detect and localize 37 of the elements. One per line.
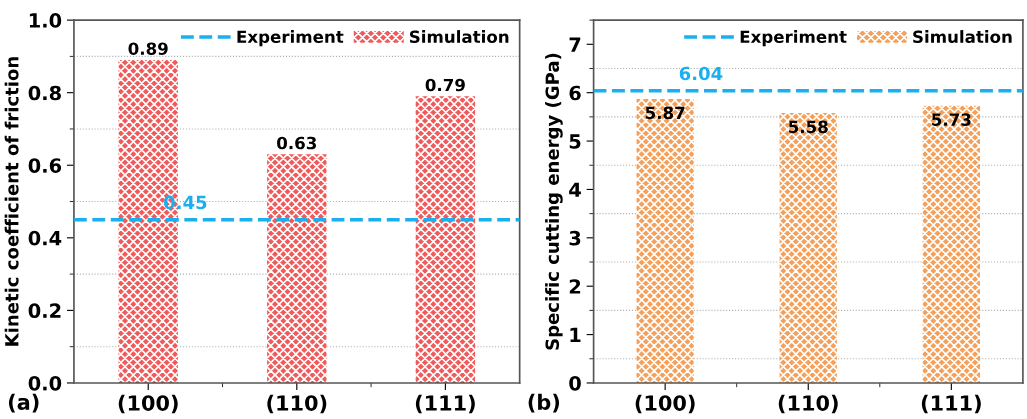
x-tick-label: (100) xyxy=(635,394,695,414)
y-tick-label: 2 xyxy=(569,279,581,294)
data-label: 0.63 xyxy=(277,136,317,150)
legend-label: Simulation xyxy=(409,30,509,44)
y-tick-label: 3 xyxy=(569,230,581,246)
x-tick-label: (100) xyxy=(118,394,178,414)
bar xyxy=(415,96,476,383)
text: (b) xyxy=(528,393,560,413)
annotation: 6.04 xyxy=(679,66,723,81)
y-tick-label: 0.2 xyxy=(28,303,61,319)
y-tick-label: 7 xyxy=(569,37,581,52)
y-axis-title: Specific cutting energy (GPa) xyxy=(545,53,563,350)
y-tick-label: 0.8 xyxy=(28,85,61,101)
y-tick-label: 1.0 xyxy=(29,13,62,28)
data-label: 5.58 xyxy=(788,120,828,134)
data-label: 0.89 xyxy=(128,42,168,55)
legend-label: Experiment xyxy=(740,30,847,47)
legend-label: Experiment xyxy=(237,30,344,47)
x-tick-label: (110) xyxy=(778,394,838,414)
text: (a) xyxy=(8,393,39,413)
bar xyxy=(267,154,327,383)
data-label: 0.79 xyxy=(425,78,465,92)
y-tick-label: 5 xyxy=(569,134,581,149)
y-tick-label: 0.4 xyxy=(28,230,62,246)
y-tick-label: 1 xyxy=(570,327,581,342)
y-tick-label: 0 xyxy=(569,375,581,391)
y-tick-label: 0.0 xyxy=(28,375,62,391)
y-axis-title: Kinetic coefficient of friction xyxy=(4,57,19,346)
legend-label: Simulation xyxy=(913,30,1012,44)
y-tick-label: 6 xyxy=(569,85,581,101)
x-tick-label: (110) xyxy=(267,394,327,414)
data-label: 5.73 xyxy=(932,113,971,126)
y-tick-label: 4 xyxy=(569,182,581,197)
data-label: 5.87 xyxy=(645,106,685,120)
x-tick-label: (111) xyxy=(921,394,981,414)
x-tick-label: (111) xyxy=(415,394,475,414)
y-tick-label: 0.6 xyxy=(28,158,62,173)
